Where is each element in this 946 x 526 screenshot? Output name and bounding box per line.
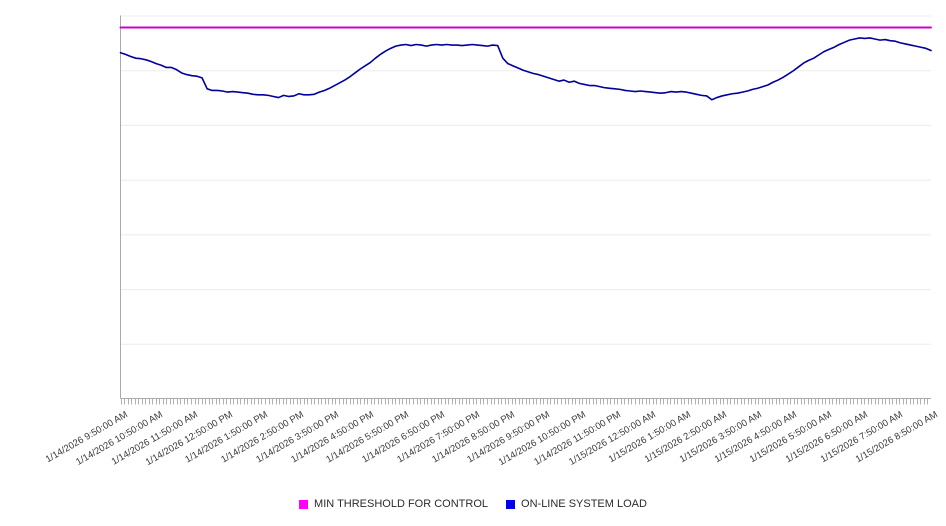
- chart-legend: MIN THRESHOLD FOR CONTROL ON-LINE SYSTEM…: [0, 498, 946, 510]
- x-axis-tick-marks: [121, 398, 928, 405]
- legend-item-system-load[interactable]: ON-LINE SYSTEM LOAD: [506, 498, 647, 510]
- series-line-system-load: [119, 37, 932, 101]
- chart-axes: [120, 15, 931, 399]
- gridlines: [120, 15, 931, 345]
- data-series: [119, 26, 932, 101]
- legend-label: ON-LINE SYSTEM LOAD: [521, 498, 647, 510]
- legend-label: MIN THRESHOLD FOR CONTROL: [314, 498, 489, 510]
- legend-swatch-icon: [506, 499, 516, 509]
- legend-item-min-threshold[interactable]: MIN THRESHOLD FOR CONTROL: [299, 498, 488, 510]
- legend-swatch-icon: [299, 499, 309, 509]
